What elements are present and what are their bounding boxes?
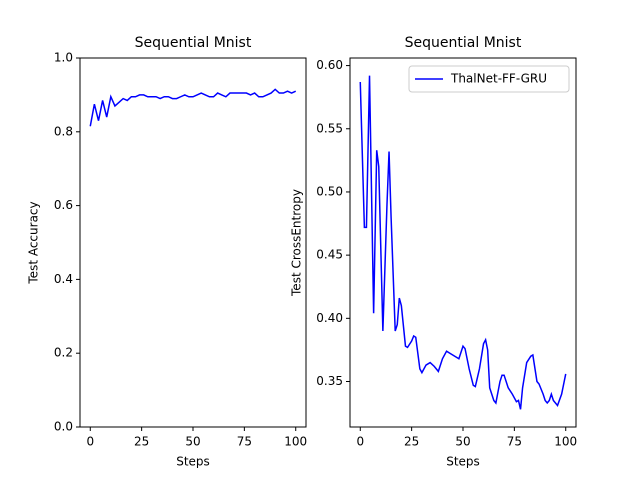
y-tick-label: 0.55: [316, 121, 343, 135]
y-axis-label: Test CrossEntropy: [290, 189, 304, 297]
x-tick-label: 100: [554, 435, 577, 449]
legend-label: ThalNet-FF-GRU: [450, 72, 547, 86]
x-tick-label: 25: [134, 435, 149, 449]
x-tick-label: 25: [404, 435, 419, 449]
data-line: [359, 75, 567, 410]
x-tick-label: 0: [356, 435, 364, 449]
y-tick-label: 0.60: [316, 58, 343, 72]
y-tick-label: 0.2: [54, 346, 73, 360]
chart-title: Sequential Mnist: [405, 35, 522, 51]
axes-frame: [349, 57, 577, 428]
y-axis-label: Test Accuracy: [27, 201, 41, 284]
data-line: [89, 88, 297, 127]
y-tick-label: 0.4: [54, 272, 73, 286]
y-tick-label: 0.6: [54, 198, 73, 212]
x-axis-label: Steps: [176, 455, 210, 469]
x-tick-label: 75: [237, 435, 252, 449]
x-tick-label: 75: [507, 435, 522, 449]
y-tick-label: 0.50: [316, 184, 343, 198]
x-tick-label: 100: [284, 435, 307, 449]
x-tick-label: 50: [185, 435, 200, 449]
y-tick-label: 0.0: [54, 420, 73, 434]
x-tick-label: 0: [86, 435, 94, 449]
y-tick-label: 0.45: [316, 248, 343, 262]
x-axis-label: Steps: [446, 455, 480, 469]
y-tick-label: 1.0: [54, 51, 73, 65]
chart-title: Sequential Mnist: [135, 35, 252, 51]
axes-frame: [79, 57, 307, 428]
legend-box: [408, 65, 570, 93]
y-tick-label: 0.8: [54, 124, 73, 138]
y-tick-label: 0.40: [316, 311, 343, 325]
y-tick-label: 0.35: [316, 374, 343, 388]
x-tick-label: 50: [455, 435, 470, 449]
